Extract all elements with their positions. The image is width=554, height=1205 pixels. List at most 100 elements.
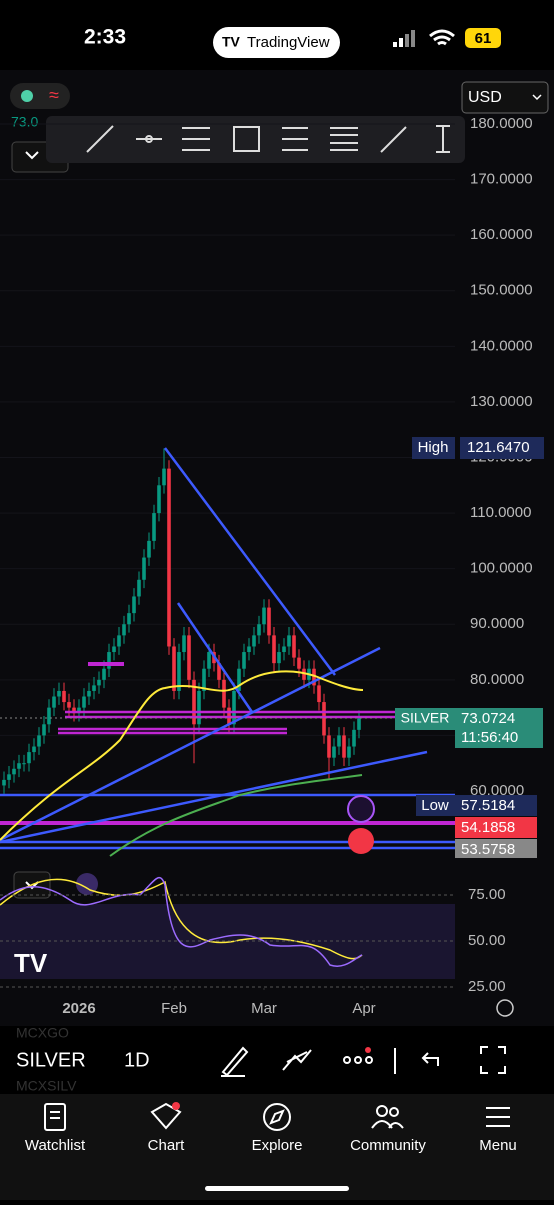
level-tag — [455, 817, 537, 838]
candle-body — [52, 696, 56, 708]
bottom-bar — [0, 1026, 554, 1094]
candle-body — [167, 468, 171, 647]
candle-body — [357, 718, 361, 730]
candle-body — [192, 679, 196, 725]
y-tick-label: 170.0000 — [470, 171, 533, 188]
candle-body — [302, 668, 306, 680]
candle-body — [107, 652, 111, 669]
candle-body — [22, 763, 26, 765]
candle-body — [2, 779, 6, 786]
tab-label[interactable]: Menu — [479, 1137, 517, 1154]
candle-body — [292, 635, 296, 658]
y-tick-label: 110.0000 — [470, 504, 531, 521]
candle-body — [182, 635, 186, 653]
candle-body — [127, 613, 131, 625]
app-logo: TV — [222, 34, 241, 50]
candle-body — [247, 646, 251, 653]
rsi-ma — [0, 878, 363, 960]
tab-label[interactable]: Explore — [252, 1137, 303, 1154]
candle-body — [197, 690, 201, 725]
support-line — [0, 840, 455, 850]
bottom-icons[interactable] — [221, 1046, 506, 1077]
chevron — [532, 94, 542, 101]
symbol-tag — [395, 708, 455, 730]
high-value: 121.6470 — [467, 439, 530, 456]
ma-line — [0, 670, 364, 841]
candle-body — [7, 774, 11, 780]
candle-body — [222, 679, 226, 708]
candle-body — [72, 707, 76, 714]
candle-body — [67, 702, 71, 708]
overlays — [0, 447, 455, 857]
candle-body — [287, 635, 291, 647]
rsi-tick-label: 50.00 — [468, 932, 506, 949]
signal-icon — [393, 30, 415, 47]
y-tick-label: 150.0000 — [470, 282, 533, 299]
candle-body — [57, 690, 61, 697]
currency: USD — [468, 89, 502, 106]
symbol[interactable]: SILVER — [16, 1049, 86, 1071]
rsi-axis: 75.00 50.00 25.00 — [0, 886, 506, 995]
candle-body — [267, 607, 271, 636]
candle-body — [337, 735, 341, 747]
home-indicator — [205, 1186, 349, 1191]
low-tag — [416, 795, 455, 816]
candle-body — [272, 635, 276, 664]
tab-label[interactable]: Watchlist — [25, 1137, 86, 1154]
candle-body — [252, 635, 256, 647]
refresh-icon[interactable] — [76, 873, 98, 895]
candle-body — [92, 685, 96, 691]
low-tag-text: Low — [421, 797, 449, 814]
event-icon[interactable] — [348, 828, 374, 854]
low-value: 57.5184 — [461, 797, 515, 814]
candle-body — [187, 635, 191, 680]
y-tick-label: 140.0000 — [470, 337, 533, 354]
x-tick-label: Mar — [251, 1000, 277, 1017]
level-2: 53.5758 — [461, 841, 515, 858]
candle-body — [262, 607, 266, 625]
tv-watermark: TV — [14, 948, 48, 978]
level-1: 54.1858 — [461, 819, 515, 836]
toolbar-icons[interactable] — [86, 125, 450, 153]
legend-icon: ≈ — [49, 85, 59, 105]
candle-body — [152, 513, 156, 541]
candle-body — [32, 746, 36, 753]
candle-body — [17, 763, 21, 769]
drawing-toolbar — [46, 116, 465, 163]
badge — [365, 1047, 371, 1053]
y-tick-label: 60.0000 — [470, 782, 524, 799]
wifi-icon — [429, 29, 455, 46]
price-partial: 73.0 — [11, 114, 38, 130]
zone-line — [65, 710, 395, 719]
rsi-tick-label: 25.00 — [468, 978, 506, 995]
trend-line — [0, 447, 428, 844]
clock: 2:33 — [84, 26, 126, 49]
candle-body — [327, 735, 331, 758]
candle-body — [42, 724, 46, 736]
candle-body — [47, 707, 51, 725]
app-pill — [213, 27, 340, 58]
last-price: 73.0724 — [461, 710, 515, 727]
y-tick-label: 90.0000 — [470, 615, 524, 632]
interval[interactable]: 1D — [124, 1049, 150, 1071]
candle-body — [87, 690, 91, 697]
symbol-tag-text: SILVER — [401, 710, 450, 726]
candle-body — [332, 746, 336, 758]
candle-body — [282, 646, 286, 653]
currency-select[interactable] — [461, 81, 549, 114]
x-tick-label: Apr — [352, 1000, 375, 1017]
candle-body — [237, 668, 241, 691]
legend-pill[interactable] — [10, 83, 70, 109]
candle-body — [12, 768, 16, 775]
tab-label[interactable]: Community — [350, 1137, 426, 1154]
x-axis: 2026 Feb Mar Apr — [62, 988, 376, 1017]
tab-label[interactable]: Chart — [148, 1137, 186, 1154]
watch-item: MCXSILV — [16, 1078, 77, 1094]
event-icon[interactable] — [347, 795, 375, 823]
battery — [465, 28, 501, 48]
candle-body — [232, 690, 236, 725]
chevron — [25, 151, 39, 160]
settings-icon[interactable] — [496, 999, 514, 1017]
